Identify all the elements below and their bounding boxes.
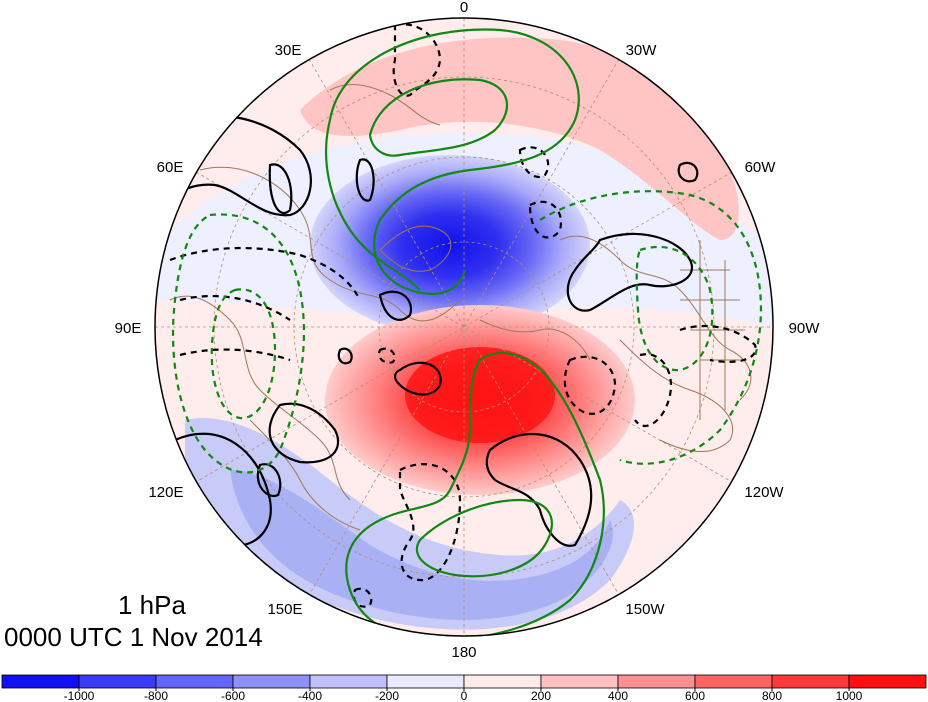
colorbar-swatch — [232, 674, 311, 689]
lon-label-30w: 30W — [626, 42, 658, 59]
colorbar-swatch — [386, 674, 465, 689]
dashed-black-contours — [169, 23, 757, 608]
lon-label-60w: 60W — [745, 159, 777, 176]
colorbar-tick-label: -600 — [221, 689, 245, 702]
lon-label-180: 180 — [451, 644, 476, 661]
colorbar-swatch — [155, 674, 234, 689]
colorbar-swatch — [540, 674, 619, 689]
colorbar-tick-label: -200 — [375, 689, 399, 702]
colorbar-swatch — [617, 674, 696, 689]
solid-green-contours — [324, 28, 605, 636]
lon-label-120e: 120E — [148, 484, 183, 501]
lon-label-150e: 150E — [267, 601, 302, 618]
negative-lobe-inner — [230, 470, 614, 620]
negative-lobe-southwest — [185, 418, 634, 630]
solid-black-contours — [169, 114, 699, 547]
map-field — [155, 18, 773, 636]
colorbar-tick-label: -1000 — [64, 689, 95, 702]
lon-label-150w: 150W — [625, 601, 665, 618]
colorbar-tick-label: -400 — [298, 689, 322, 702]
colorbar-swatch — [694, 674, 773, 689]
lon-label-120w: 120W — [744, 484, 784, 501]
longitude-labels: 0 30E 30W 60E 60W 90E 90W 120E 120W 150E… — [115, 0, 821, 661]
colorbar-tick-label: 1000 — [836, 689, 863, 702]
colorbar-swatch — [848, 674, 927, 689]
colorbar-swatch — [1, 674, 80, 689]
lon-label-0: 0 — [460, 0, 468, 16]
colorbar-tick-label: -800 — [144, 689, 168, 702]
colorbar-swatch — [771, 674, 850, 689]
colorbar-swatch — [309, 674, 388, 689]
positive-lobe-north — [300, 37, 739, 240]
lon-label-30e: 30E — [275, 42, 302, 59]
colorbar-swatch — [78, 674, 157, 689]
colorbar-tick-label: 0 — [461, 689, 468, 702]
colorbar-swatch — [463, 674, 542, 689]
map-border — [154, 17, 774, 637]
lon-label-90e: 90E — [115, 320, 142, 337]
colorbar-tick-label: 400 — [608, 689, 628, 702]
negative-core — [310, 155, 590, 335]
colorbar: -1000 -800 -600 -400 -200 0 200 400 600 800 1000 — [1, 674, 927, 702]
title-level: 1 hPa — [118, 590, 186, 620]
dashed-green-contours — [171, 190, 763, 474]
colorbar-tick-label: 600 — [685, 689, 705, 702]
lon-label-60e: 60E — [157, 159, 184, 176]
colorbar-tick-label: 800 — [762, 689, 782, 702]
colorbar-tick-label: 200 — [531, 689, 551, 702]
title-time: 0000 UTC 1 Nov 2014 — [4, 622, 263, 652]
lon-label-90w: 90W — [789, 320, 821, 337]
